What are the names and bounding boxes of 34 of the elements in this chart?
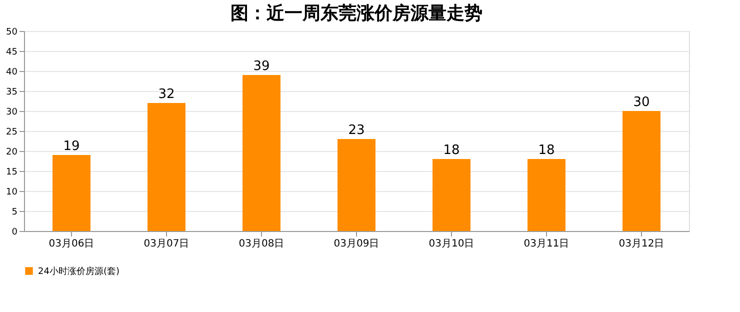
y-tick-label: 15 [6,168,18,178]
bar [338,139,376,231]
x-tick-label: 03月07日 [144,238,190,250]
y-tick-label: 10 [6,188,18,198]
y-tick-label: 45 [6,48,18,58]
data-label: 39 [253,59,270,74]
bar [148,103,186,231]
x-tick-label: 03月10日 [428,238,474,250]
y-tick-label: 35 [6,88,18,98]
bar [242,75,280,231]
data-label: 30 [633,95,650,110]
bar [432,159,470,231]
y-tick-label: 0 [12,228,18,238]
y-tick-label: 25 [6,128,18,138]
y-tick-label: 50 [6,28,18,38]
data-label: 18 [538,143,555,158]
chart-title: 图：近一周东莞涨价房源量走势 [230,3,482,24]
data-label: 23 [348,123,365,138]
x-tick-label: 03月12日 [618,238,664,250]
data-label: 32 [158,87,175,102]
y-tick-label: 20 [6,148,18,158]
data-label: 19 [63,139,80,154]
y-tick-label: 30 [6,108,18,118]
bar [622,111,660,231]
x-tick-label: 03月09日 [334,238,380,250]
x-tick-label: 03月08日 [238,238,284,250]
bar [52,155,90,231]
y-tick-label: 40 [6,68,18,78]
legend-label: 24小时涨价房源(套) [38,266,120,277]
data-label: 18 [443,143,460,158]
bar [528,159,566,231]
x-tick-label: 03月11日 [524,238,570,250]
x-tick-label: 03月06日 [48,238,94,250]
y-tick-label: 5 [12,208,18,218]
